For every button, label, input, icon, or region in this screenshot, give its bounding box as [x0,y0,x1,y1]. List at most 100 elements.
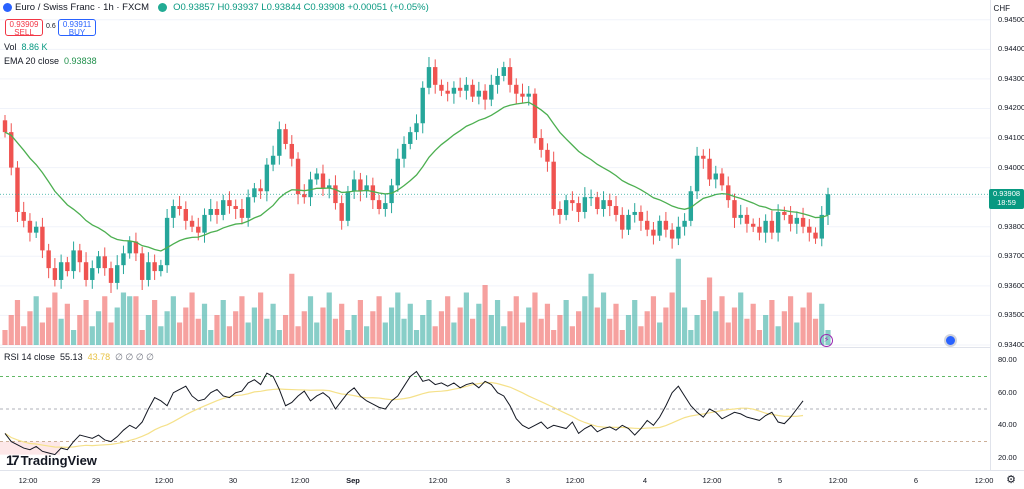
volume-bar [663,307,669,345]
volume-bar [650,296,657,345]
candle-body [507,67,513,85]
time-tick-label: 12:00 [290,476,310,485]
candle-body [520,93,525,97]
symbol-name: Euro / Swiss Franc · 1h · FXCM [15,2,150,13]
candle-body [582,197,588,212]
volume-bar [189,292,195,345]
candle-body [46,250,51,269]
settings-gear-icon[interactable]: ⚙ [1006,474,1016,486]
candle-body [813,232,818,239]
volume-bar [706,277,713,345]
candle-body [102,256,107,269]
volume-bar [27,311,33,345]
volume-bar [494,300,501,345]
candle-body [807,226,812,233]
candle-body [532,93,538,139]
candle-body [601,200,606,209]
ema-legend[interactable]: EMA 20 close 0.93838 [4,56,97,66]
candle-body [595,197,600,209]
alert-icon[interactable]: ⚡ [820,334,833,347]
price-tick-label: 0.94000 [998,162,1024,172]
volume-bar [195,318,201,345]
volume-bar [700,300,706,345]
candle-body [115,265,120,283]
ema-label: EMA 20 close [4,56,60,66]
volume-bar [713,311,719,345]
candle-body [90,268,95,280]
candle-body [445,90,450,94]
rsi-legend[interactable]: RSI 14 close 55.13 43.78 ∅ ∅ ∅ ∅ [4,352,154,363]
volume-bar [470,318,476,345]
candle-body [202,214,207,233]
candle-body [401,143,407,159]
candle-body [464,84,469,91]
volume-bar [582,296,588,345]
volume-bar [551,330,557,345]
candle-body [682,220,687,227]
candle-body [189,220,195,227]
volume-legend[interactable]: Vol 8.86 K [4,42,48,52]
candle-body [227,200,232,207]
candle-body [626,214,631,230]
symbol-title[interactable]: Euro / Swiss Franc · 1h · FXCM O0.93857 … [3,2,429,13]
volume-bar [289,273,295,345]
market-status-icon [158,3,168,12]
volume-bar [819,303,825,345]
candle-body [345,191,351,221]
candle-body [171,206,176,218]
volume-bar [775,326,781,345]
volume-bar [270,303,276,345]
vol-value: 8.86 K [21,42,48,52]
volume-bar [625,315,632,345]
candle-body [121,253,126,266]
volume-bar [251,307,257,345]
candle-body [638,211,644,221]
candle-body [139,253,145,280]
volume-bar [488,315,494,345]
volume-bar [644,311,650,345]
currency-label[interactable]: CHF [993,4,1010,13]
candle-body [476,90,482,97]
candle-body [514,84,519,94]
candle-body [96,256,101,269]
goto-realtime-icon[interactable] [944,334,957,347]
buy-button[interactable]: 0.93911 BUY [58,19,96,37]
volume-bar [731,307,738,345]
candle-body [526,93,531,97]
volume-bar [89,326,95,345]
volume-bar [214,315,220,345]
volume-bar [158,326,164,345]
time-tick-label: 12:00 [565,476,585,485]
volume-bar [351,315,357,345]
rsi-tick-label: 40.00 [998,420,1017,430]
sell-price: 0.93909 [9,20,39,29]
volume-bar [812,318,819,345]
last-price: 0.93908 [992,189,1021,198]
volume-bar [276,330,282,345]
volume-bar [102,296,108,345]
volume-bar [320,307,326,345]
candle-body [320,173,326,189]
volume-bar [233,311,239,345]
volume-bar [407,303,413,345]
candle-body [239,209,245,218]
price-tick-label: 0.93600 [998,280,1024,290]
candle-body [183,209,189,221]
volume-bar [501,326,507,345]
candle-body [277,129,282,156]
candle-body [221,200,226,215]
volume-bar [64,303,70,345]
candle-body [501,67,506,76]
sell-button[interactable]: 0.93909 SELL [5,19,43,37]
volume-bar [258,292,264,345]
candle-body [663,220,669,230]
volume-bar [563,300,569,345]
price-tick-label: 0.93700 [998,251,1024,261]
candle-body [33,226,39,233]
ema-value: 0.93838 [64,56,97,66]
time-tick-label: 12:00 [428,476,448,485]
volume-bar [613,303,619,345]
price-tick-label: 0.94400 [998,44,1024,54]
candle-body [819,214,824,239]
